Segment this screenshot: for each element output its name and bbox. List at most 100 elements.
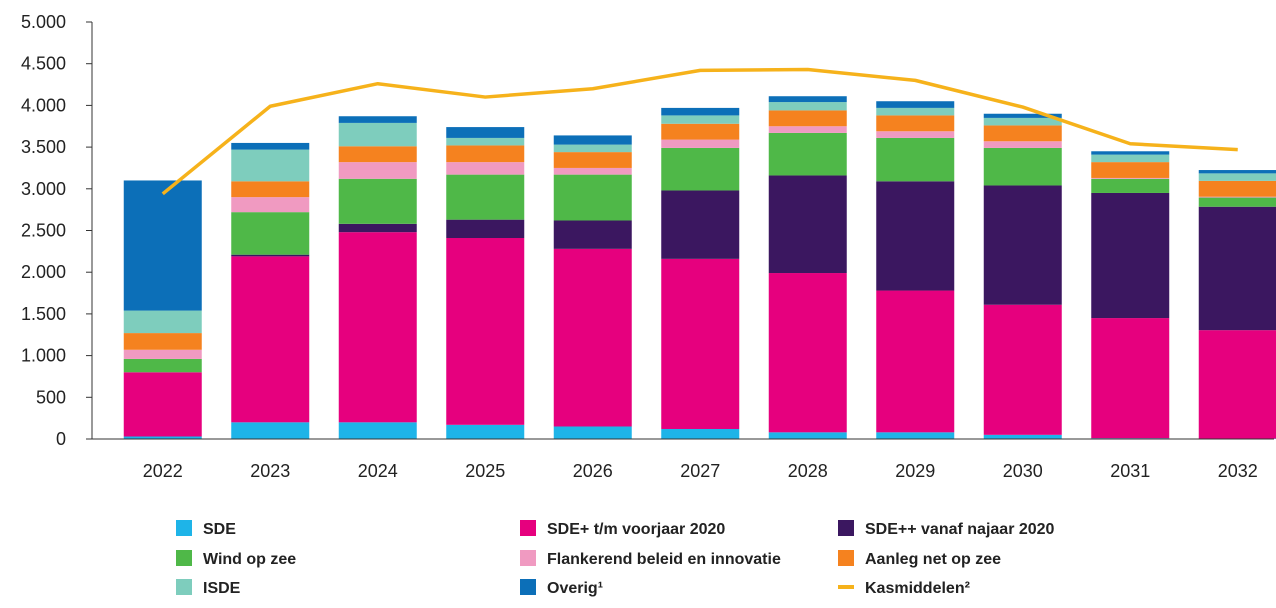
bar-segment-2024 [338,162,417,179]
bar-segment-2023 [231,181,310,198]
x-tick-label: 2028 [788,461,828,481]
legend-item: SDE+ t/m voorjaar 2020 [520,520,725,538]
bar-segment-2030 [983,185,1062,305]
bar-segment-2022 [123,333,202,350]
bar-segment-2027 [661,123,740,140]
legend-item: Wind op zee [176,550,296,568]
bar-segment-2031 [1091,162,1170,178]
y-tick-label: 0 [56,429,66,449]
bar-segment-2031 [1091,151,1170,155]
y-tick-label: 2.500 [21,221,66,241]
bar-segment-2030 [983,117,1062,126]
x-tick-label: 2032 [1218,461,1258,481]
bar-segment-2026 [553,144,632,153]
bar-segment-2023 [231,212,310,255]
legend-item: Kasmiddelen² [838,580,970,597]
legend-label: Overig¹ [547,580,603,597]
x-tick-label: 2025 [465,461,505,481]
y-tick-label: 1.500 [21,304,66,324]
bar-segment-2031 [1091,178,1170,193]
legend-label: SDE++ vanaf najaar 2020 [865,521,1055,538]
bar-segment-2023 [231,254,310,257]
bar-segment-2029 [876,181,955,291]
bar-segment-2025 [446,238,525,425]
bar-segment-2032 [1198,173,1276,181]
bar-segment-2029 [876,101,955,108]
bar-segment-2028 [768,175,847,274]
bar-segment-2032 [1198,206,1276,331]
x-tick-label: 2029 [895,461,935,481]
bar-segment-2025 [446,137,525,146]
y-tick-label: 4.500 [21,54,66,74]
bar-segment-2025 [446,424,525,439]
bar-segment-2022 [123,436,202,439]
bar-segment-2029 [876,137,955,182]
bar-segment-2026 [553,220,632,249]
legend-label: Wind op zee [203,551,296,568]
bar-segment-2022 [123,180,202,311]
bar-segment-2027 [661,428,740,439]
legend-item: Overig¹ [520,579,603,597]
bar-segment-2026 [553,248,632,427]
kasmiddelen-line [161,67,1238,196]
bar-segment-2028 [768,132,847,176]
x-tick-label: 2026 [573,461,613,481]
bar-segment-2031 [1091,318,1170,439]
bar-segment-2026 [553,135,632,145]
bar-segment-2023 [231,197,310,213]
bar-segment-2028 [768,432,847,439]
bar-segment-2029 [876,290,955,433]
bar-segment-2028 [768,126,847,133]
bar-segment-2031 [1091,177,1170,179]
legend-label: Aanleg net op zee [865,551,1001,568]
bar-segment-2030 [983,304,1062,435]
bar-segment-2030 [983,141,1062,148]
legend-item: Aanleg net op zee [838,550,1001,568]
legend-label: ISDE [203,580,241,597]
legend-label: SDE [203,521,236,538]
bar-segment-2027 [661,147,740,191]
y-tick-label: 1.000 [21,346,66,366]
x-tick-label: 2023 [250,461,290,481]
y-tick-label: 500 [36,387,66,407]
bar-segment-2031 [1091,192,1170,319]
bar-segment-2026 [553,174,632,221]
legend-item: Flankerend beleid en innovatie [520,550,781,568]
bar-segment-2030 [983,113,1062,118]
bar-segment-2024 [338,146,417,163]
bar-segment-2032 [1198,196,1276,198]
bar-segment-2024 [338,223,417,233]
y-tick-label: 5.000 [21,12,66,32]
bar-segment-2024 [338,422,417,439]
x-tick-label: 2031 [1110,461,1150,481]
bar-segment-2030 [983,147,1062,186]
legend-swatch [838,520,854,536]
bar-segment-2026 [553,167,632,175]
kasmiddelen-line-layer [161,67,1238,196]
legend-item: SDE++ vanaf najaar 2020 [838,520,1055,538]
legend-swatch [520,579,536,595]
bar-segment-2022 [123,358,202,373]
bar-segment-2029 [876,131,955,138]
y-tick-label: 3.500 [21,137,66,157]
y-tick-label: 2.000 [21,262,66,282]
bar-segment-2030 [983,434,1062,439]
bar-segment-2026 [553,152,632,168]
bar-segment-2027 [661,115,740,124]
bar-segment-2028 [768,273,847,433]
bar-segment-2022 [123,310,202,334]
bar-segment-2027 [661,139,740,148]
bar-segment-2025 [446,174,525,220]
legend-swatch [176,520,192,536]
y-axis: 0 500 1.000 1.500 2.000 2.500 3.000 3.500 4.000 4… [21,12,93,449]
x-tick-label: 2024 [358,461,398,481]
bar-segment-2024 [338,116,417,123]
bar-segment-2025 [446,127,525,138]
bar-segment-2027 [661,107,740,116]
legend-swatch [176,550,192,566]
legend-item: ISDE [176,579,241,597]
bar-segment-2023 [231,256,310,423]
bar-segment-2027 [661,258,740,429]
legend-label: SDE+ t/m voorjaar 2020 [547,521,725,538]
